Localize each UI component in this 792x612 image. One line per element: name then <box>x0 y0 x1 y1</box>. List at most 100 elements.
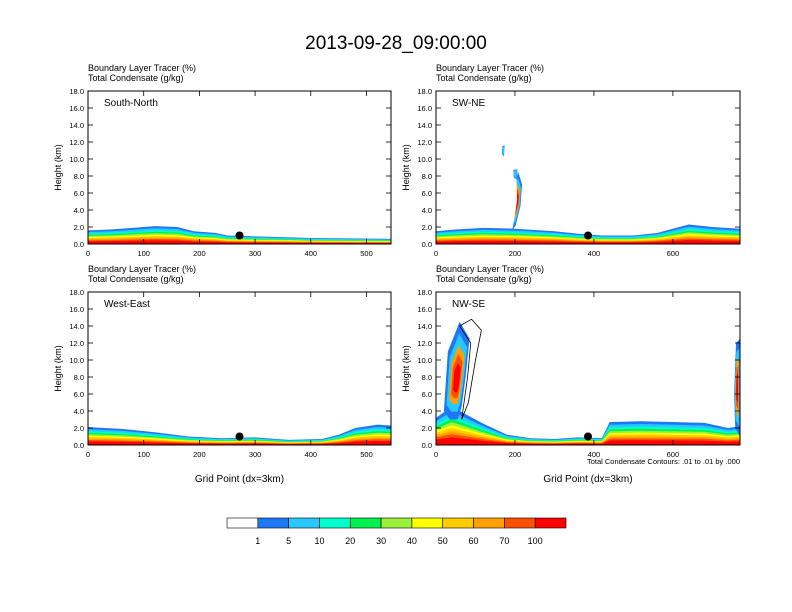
colorbar-box <box>380 517 413 529</box>
panel-label-condensate: Total Condensate (g/kg) <box>436 73 532 83</box>
y-tick-label: 2.0 <box>74 424 84 433</box>
panel-frame <box>435 90 741 245</box>
x-tick-label: 0 <box>434 249 438 258</box>
y-tick-label: 6.0 <box>422 390 432 399</box>
colorbar-label: 50 <box>438 536 448 546</box>
panel-frame <box>87 90 392 245</box>
x-tick-label: 600 <box>667 450 680 459</box>
tracer-band-10 <box>88 440 391 445</box>
y-tick-label: 14.0 <box>69 322 84 331</box>
panel-label-tracer: Boundary Layer Tracer (%) <box>436 63 544 73</box>
panel-frame <box>87 291 392 446</box>
y-axis-label: Height (km) <box>53 144 63 191</box>
y-tick-label: 14.0 <box>417 322 432 331</box>
x-tick-label: 500 <box>360 450 373 459</box>
x-tick-label: 0 <box>434 450 438 459</box>
x-tick-label: 400 <box>588 450 601 459</box>
x-tick-label: 300 <box>249 249 262 258</box>
colorbar: 1 5 10 20 30 40 50 60 70 100 <box>226 517 567 546</box>
y-tick-label: 8.0 <box>74 172 84 181</box>
plume-core <box>502 146 505 156</box>
y-tick-label: 16.0 <box>69 104 84 113</box>
panel-label-condensate: Total Condensate (g/kg) <box>436 274 532 284</box>
panel-title: West-East <box>104 299 150 310</box>
colorbar-box <box>288 517 320 529</box>
y-tick-label: 8.0 <box>422 172 432 181</box>
location-marker <box>584 432 592 441</box>
y-tick-label: 18.0 <box>69 87 84 96</box>
x-tick-label: 0 <box>86 249 90 258</box>
x-tick-label: 200 <box>509 249 522 258</box>
y-tick-label: 16.0 <box>417 305 432 314</box>
panel-title: SW-NE <box>452 98 485 109</box>
x-tick-label: 200 <box>193 249 206 258</box>
colorbar-box <box>226 517 259 529</box>
y-tick-label: 10.0 <box>417 356 432 365</box>
y-tick-label: 6.0 <box>422 189 432 198</box>
colorbar-box <box>504 517 536 529</box>
y-tick-label: 4.0 <box>422 407 432 416</box>
x-axis-label: Grid Point (dx=3km) <box>543 474 632 485</box>
panel-label-tracer: Boundary Layer Tracer (%) <box>88 63 196 73</box>
x-tick-label: 400 <box>305 249 318 258</box>
tracer-field <box>436 318 740 445</box>
y-tick-label: 18.0 <box>69 288 84 297</box>
colorbar-label: 1 <box>255 536 260 546</box>
y-tick-label: 16.0 <box>417 104 432 113</box>
x-tick-label: 300 <box>249 450 262 459</box>
y-tick-label: 4.0 <box>74 407 84 416</box>
tracer-field <box>88 226 391 244</box>
y-tick-label: 4.0 <box>422 206 432 215</box>
y-tick-label: 8.0 <box>74 373 84 382</box>
panel-title: NW-SE <box>452 299 485 310</box>
condensate-contour <box>459 318 482 420</box>
colorbar-label: 20 <box>345 536 355 546</box>
y-tick-label: 0.0 <box>74 240 84 249</box>
colorbar-box <box>349 517 382 529</box>
colorbar-label: 60 <box>469 536 479 546</box>
plume-core <box>515 192 519 211</box>
colorbar-label: 70 <box>499 536 509 546</box>
colorbar-label: 40 <box>407 536 417 546</box>
colorbar-box <box>473 517 505 529</box>
panel-sw-ne: Boundary Layer Tracer (%)Total Condensat… <box>401 63 741 258</box>
plume-core <box>513 170 517 179</box>
y-tick-label: 18.0 <box>417 288 432 297</box>
figure-title: 2013-09-28_09:00:00 <box>305 33 487 54</box>
y-tick-label: 14.0 <box>417 121 432 130</box>
y-tick-label: 0.0 <box>74 441 84 450</box>
x-axis-label: Grid Point (dx=3km) <box>195 474 284 485</box>
tracer-field <box>436 145 740 244</box>
x-tick-label: 400 <box>305 450 318 459</box>
panel-label-condensate: Total Condensate (g/kg) <box>88 73 184 83</box>
y-tick-label: 2.0 <box>74 223 84 232</box>
x-tick-label: 500 <box>360 249 373 258</box>
colorbar-box <box>257 517 289 529</box>
y-tick-label: 2.0 <box>422 223 432 232</box>
panels-group: Boundary Layer Tracer (%)Total Condensat… <box>53 63 741 485</box>
panel-label-tracer: Boundary Layer Tracer (%) <box>88 264 196 274</box>
y-tick-label: 2.0 <box>422 424 432 433</box>
y-tick-label: 12.0 <box>69 138 84 147</box>
y-tick-label: 4.0 <box>74 206 84 215</box>
panel-frame <box>435 291 741 446</box>
y-tick-label: 8.0 <box>422 373 432 382</box>
y-tick-label: 6.0 <box>74 189 84 198</box>
panel-south-north: Boundary Layer Tracer (%)Total Condensat… <box>53 63 392 258</box>
colorbar-label: 30 <box>376 536 386 546</box>
y-axis-label: Height (km) <box>401 144 411 191</box>
colorbar-box <box>442 517 474 529</box>
y-tick-label: 0.0 <box>422 441 432 450</box>
panel-west-east: Boundary Layer Tracer (%)Total Condensat… <box>53 264 392 485</box>
y-tick-label: 12.0 <box>417 138 432 147</box>
location-marker <box>235 432 244 441</box>
location-marker <box>584 231 592 240</box>
x-tick-label: 200 <box>193 450 206 459</box>
colorbar-label: 10 <box>314 536 324 546</box>
panel-label-condensate: Total Condensate (g/kg) <box>88 274 184 284</box>
colorbar-box <box>319 517 351 529</box>
colorbar-box <box>411 517 444 529</box>
x-tick-label: 600 <box>667 249 680 258</box>
tracer-band-10 <box>436 437 740 445</box>
